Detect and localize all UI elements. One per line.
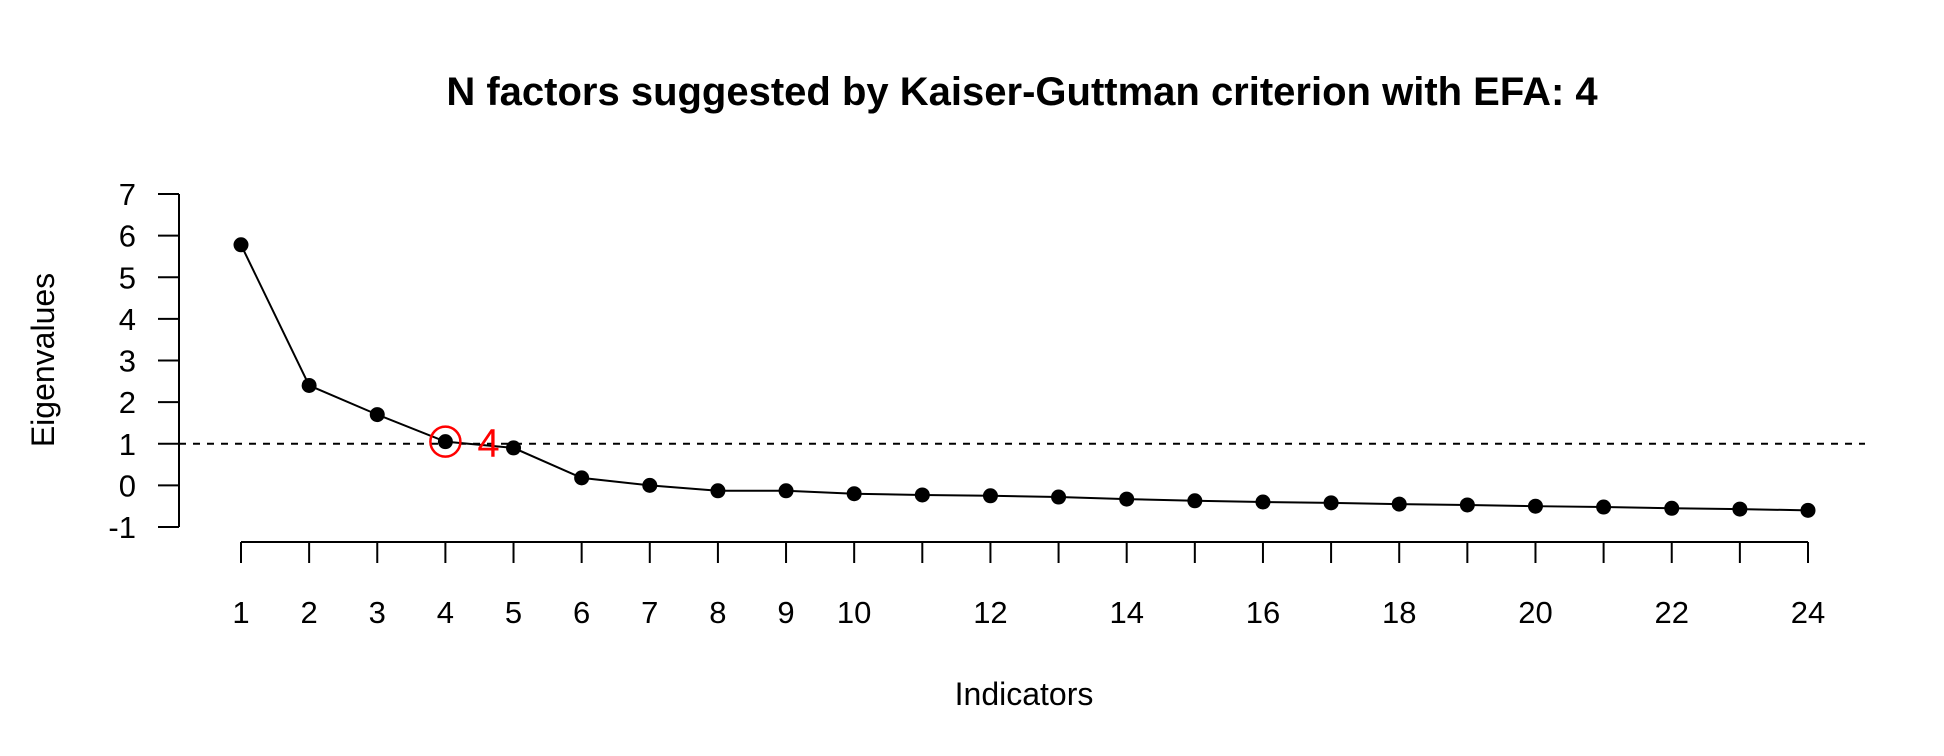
data-point — [1255, 494, 1271, 510]
x-tick-label: 7 — [641, 595, 658, 630]
x-tick-label: 10 — [837, 595, 871, 630]
x-tick-label: 9 — [777, 595, 794, 630]
data-point — [1323, 495, 1339, 511]
data-point — [1596, 499, 1612, 515]
x-tick-label: 1 — [232, 595, 249, 630]
x-tick-label: 20 — [1518, 595, 1552, 630]
data-point — [1732, 501, 1748, 517]
y-tick-label: 2 — [119, 385, 136, 420]
x-tick-label: 4 — [437, 595, 454, 630]
y-tick-label: 3 — [119, 344, 136, 379]
data-point — [301, 377, 317, 393]
data-point — [574, 470, 590, 486]
y-tick-label: 7 — [119, 177, 136, 212]
x-tick-label: 5 — [505, 595, 522, 630]
x-tick-label: 3 — [369, 595, 386, 630]
y-ticks: -1 0 1 2 3 4 5 6 7 — [108, 177, 179, 545]
y-axis: -1 0 1 2 3 4 5 6 7 — [108, 177, 180, 545]
series-line — [240, 244, 1809, 512]
highlight-circle — [429, 425, 462, 458]
x-tick-label: 14 — [1109, 595, 1143, 630]
data-point — [982, 488, 998, 504]
x-axis-label: Indicators — [955, 676, 1094, 712]
data-point — [642, 477, 658, 493]
y-tick-label: 4 — [119, 302, 136, 337]
data-points — [233, 237, 1816, 518]
data-point — [1459, 497, 1475, 513]
data-point — [1187, 493, 1203, 509]
data-point — [1119, 491, 1135, 507]
x-tick-label: 18 — [1382, 595, 1416, 630]
x-tick-label: 12 — [973, 595, 1007, 630]
data-point — [233, 237, 249, 253]
y-axis-label: Eigenvalues — [25, 273, 61, 447]
data-point — [1800, 502, 1816, 518]
x-axis: 1 2 3 4 5 6 7 8 9 10 12 14 16 18 20 22 24 — [232, 541, 1825, 630]
highlight-label: 4 — [477, 422, 499, 466]
data-point — [846, 486, 862, 502]
y-tick-label: 1 — [119, 427, 136, 462]
data-point — [914, 487, 930, 503]
x-tick-label: 24 — [1791, 595, 1825, 630]
y-tick-label: 5 — [119, 260, 136, 295]
data-point — [369, 407, 385, 423]
x-ticks: 1 2 3 4 5 6 7 8 9 10 12 14 16 18 20 22 24 — [232, 542, 1825, 630]
chart-title: N factors suggested by Kaiser-Guttman cr… — [446, 70, 1598, 114]
y-tick-label: 6 — [119, 219, 136, 254]
data-point — [778, 483, 794, 499]
data-point — [1527, 498, 1543, 514]
x-tick-label: 6 — [573, 595, 590, 630]
data-point — [1051, 489, 1067, 505]
data-point — [437, 434, 453, 450]
x-tick-label: 2 — [301, 595, 318, 630]
data-point — [1664, 500, 1680, 516]
x-tick-label: 16 — [1246, 595, 1280, 630]
y-tick-label: -1 — [108, 510, 136, 545]
x-tick-label: 8 — [709, 595, 726, 630]
data-point — [1391, 496, 1407, 512]
data-point — [506, 440, 522, 456]
y-tick-label: 0 — [119, 468, 136, 503]
data-point — [710, 483, 726, 499]
x-tick-label: 22 — [1654, 595, 1688, 630]
